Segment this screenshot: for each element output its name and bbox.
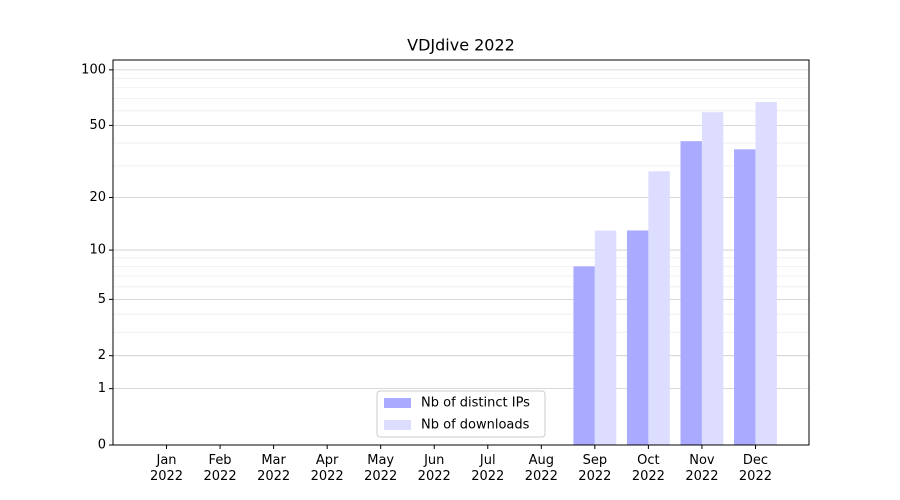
y-tick-label: 10 — [89, 243, 106, 258]
chart-title: VDJdive 2022 — [407, 36, 515, 55]
x-tick-label: Aug 2022 — [524, 453, 558, 484]
y-tick-label: 5 — [98, 292, 106, 307]
x-tick-label: Jul 2022 — [471, 453, 505, 484]
x-tick-label: Feb 2022 — [203, 453, 237, 484]
legend-swatch — [384, 420, 411, 430]
bar — [594, 230, 617, 445]
bar — [573, 266, 595, 445]
plot-frame — [112, 59, 810, 446]
y-tick-label: 0 — [98, 438, 106, 453]
x-tick-label: Jun 2022 — [417, 453, 451, 484]
y-tick-label: 100 — [81, 62, 106, 77]
y-tick-label: 1 — [98, 381, 106, 396]
bar — [701, 112, 724, 446]
bar — [648, 171, 670, 445]
y-tick-label: 20 — [89, 190, 106, 205]
x-tick-label: Jan 2022 — [149, 453, 184, 484]
legend-label: Nb of downloads — [421, 418, 530, 433]
y-tick-label: 50 — [89, 118, 106, 133]
bar — [680, 141, 702, 445]
bar — [734, 149, 756, 445]
bar — [626, 230, 649, 445]
x-tick-label: Sep 2022 — [578, 453, 612, 484]
x-tick-label: May 2022 — [364, 453, 398, 484]
bar — [755, 102, 777, 445]
legend-box — [376, 390, 546, 438]
x-tick-label: Nov 2022 — [685, 453, 719, 484]
legend-label: Nb of distinct IPs — [421, 396, 530, 411]
x-tick-label: Mar 2022 — [257, 453, 291, 484]
legend-swatch — [384, 398, 411, 408]
x-tick-label: Oct 2022 — [631, 453, 665, 484]
y-tick-label: 2 — [98, 348, 106, 363]
x-tick-label: Dec 2022 — [738, 453, 772, 484]
x-tick-label: Apr 2022 — [310, 453, 344, 484]
